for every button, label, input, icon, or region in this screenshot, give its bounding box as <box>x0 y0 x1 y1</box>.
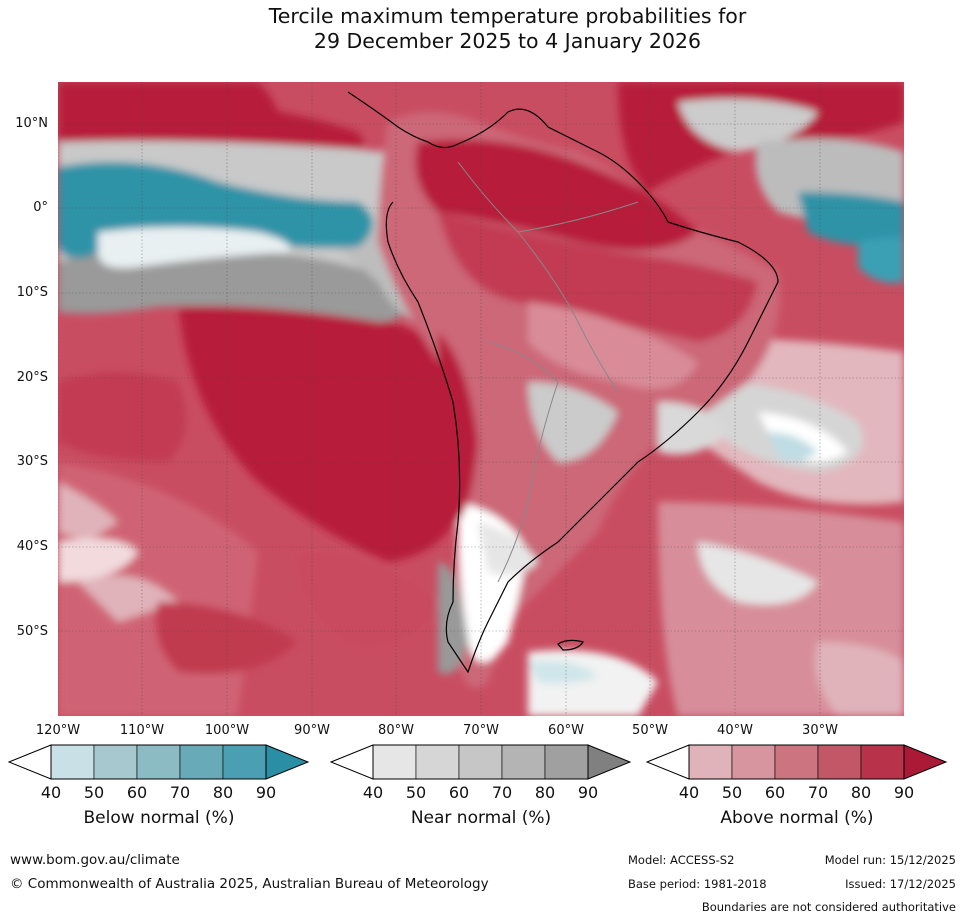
colorbar-frame <box>372 744 589 780</box>
coastline <box>347 91 779 674</box>
colorbar-bin-1 <box>372 744 417 780</box>
near-normal-colorbar <box>330 744 632 780</box>
copyright: © Commonwealth of Australia 2025, Austra… <box>10 876 489 892</box>
lon-label-60w: 60°W <box>548 723 584 738</box>
below-normal-colorbar <box>8 744 310 780</box>
colorbar-bin-1 <box>688 744 733 780</box>
colorbar-tick-label: 50 <box>83 783 105 802</box>
lon-label-90w: 90°W <box>294 723 330 738</box>
colorbar-tick-label: 40 <box>678 783 700 802</box>
lon-label-110w: 110°W <box>119 723 165 738</box>
title-line-1: Tercile maximum temperature probabilitie… <box>268 4 747 28</box>
lon-label-100w: 100°W <box>204 723 250 738</box>
lat-label-10n: 10°N <box>15 116 48 131</box>
colorbar-bin-5 <box>544 744 589 780</box>
falkland-islands-outline <box>557 639 584 651</box>
graticule <box>58 82 904 716</box>
colorbar-bin-1 <box>50 744 95 780</box>
lon-label-120w: 120°W <box>35 723 81 738</box>
bom-url-link[interactable]: www.bom.gov.au/climate <box>10 852 180 868</box>
colorbar-high-extend <box>265 744 310 780</box>
colorbar-high-extend <box>903 744 948 780</box>
colorbar-tick-label: 70 <box>807 783 829 802</box>
base-period: Base period: 1981-2018 <box>628 877 767 891</box>
map-title: Tercile maximum temperature probabilitie… <box>0 4 965 54</box>
model-name: Model: ACCESS-S2 <box>628 853 735 867</box>
colorbar-frame <box>50 744 267 780</box>
colorbar-tick-label: 50 <box>405 783 427 802</box>
colorbar-frame <box>688 744 905 780</box>
colorbar-high-extend <box>587 744 632 780</box>
above-normal-colorbar <box>646 744 948 780</box>
colorbar-bin-4 <box>179 744 224 780</box>
colorbar-bin-2 <box>731 744 776 780</box>
colorbar-low-extend <box>646 744 690 780</box>
lat-label-0: 0° <box>33 200 48 215</box>
colorbar-tick-label: 80 <box>534 783 556 802</box>
colorbar-bin-2 <box>415 744 460 780</box>
colorbar-low-extend <box>330 744 374 780</box>
colorbar-tick-label: 70 <box>491 783 513 802</box>
colorbar-tick-label: 50 <box>721 783 743 802</box>
colorbar-tick-label: 60 <box>448 783 470 802</box>
colorbar-tick-label: 60 <box>764 783 786 802</box>
above-normal-title: Above normal (%) <box>720 808 874 828</box>
probability-map[interactable] <box>58 82 904 716</box>
colorbar-tick-label: 80 <box>212 783 234 802</box>
colorbar-low-extend <box>8 744 52 780</box>
colorbar-bin-3 <box>774 744 819 780</box>
near-normal-title: Near normal (%) <box>410 808 552 828</box>
title-line-2: 29 December 2025 to 4 January 2026 <box>313 29 702 53</box>
lat-label-40s: 40°S <box>16 539 48 554</box>
lon-label-40w: 40°W <box>717 723 753 738</box>
lon-label-30w: 30°W <box>802 723 838 738</box>
colorbar-tick-label: 40 <box>362 783 384 802</box>
lon-label-80w: 80°W <box>378 723 414 738</box>
colorbar-bin-5 <box>222 744 267 780</box>
colorbar-tick-label: 90 <box>893 783 915 802</box>
boundaries-disclaimer: Boundaries are not considered authoritat… <box>701 900 956 914</box>
lon-label-70w: 70°W <box>463 723 499 738</box>
colorbar-bin-4 <box>501 744 546 780</box>
map-canvas <box>58 82 904 716</box>
colorbar-bin-2 <box>93 744 138 780</box>
lon-label-50w: 50°W <box>632 723 668 738</box>
lat-label-10s: 10°S <box>16 285 48 300</box>
colorbar-bin-3 <box>136 744 181 780</box>
lat-label-50s: 50°S <box>16 624 48 639</box>
colorbar-tick-label: 90 <box>577 783 599 802</box>
colorbar-bin-3 <box>458 744 503 780</box>
colorbar-tick-label: 60 <box>126 783 148 802</box>
colorbar-bin-5 <box>860 744 905 780</box>
lat-label-20s: 20°S <box>16 370 48 385</box>
model-run: Model run: 15/12/2025 <box>824 853 956 867</box>
issued-date: Issued: 17/12/2025 <box>845 877 956 891</box>
below-normal-title: Below normal (%) <box>83 808 235 828</box>
probability-shading <box>58 82 904 716</box>
colorbar-tick-label: 80 <box>850 783 872 802</box>
colorbar-bin-4 <box>817 744 862 780</box>
colorbar-tick-label: 90 <box>255 783 277 802</box>
country-borders <box>457 161 639 583</box>
lat-label-30s: 30°S <box>16 454 48 469</box>
colorbar-tick-label: 40 <box>40 783 62 802</box>
colorbar-tick-label: 70 <box>169 783 191 802</box>
